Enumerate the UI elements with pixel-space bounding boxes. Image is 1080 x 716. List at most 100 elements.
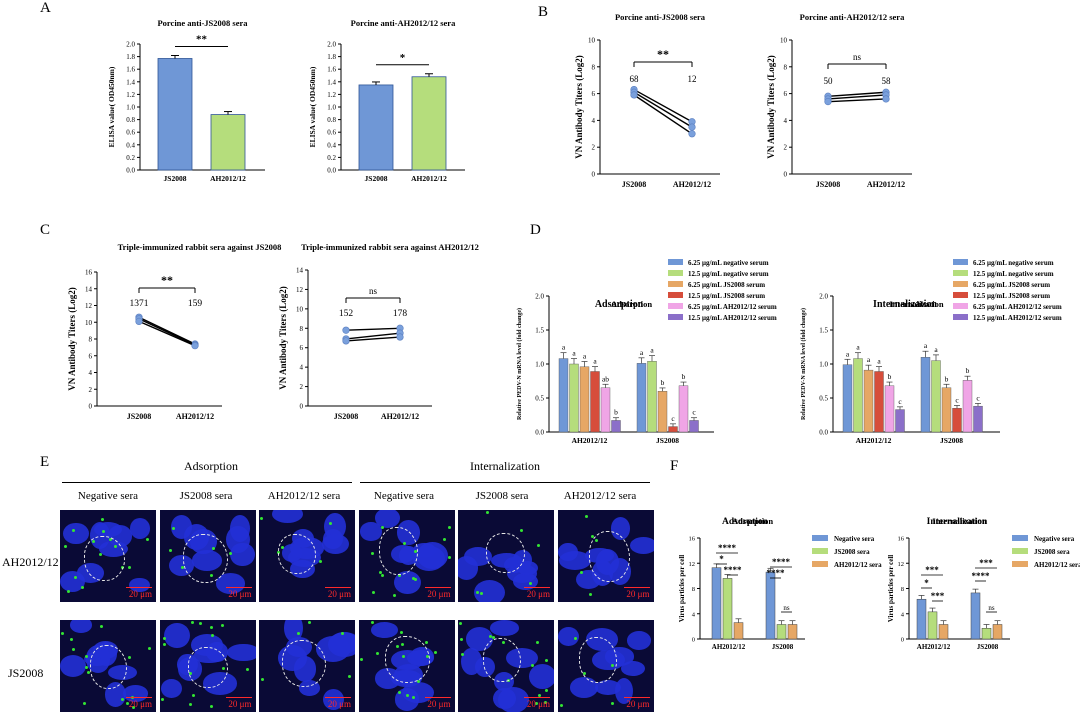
virus-particle	[458, 621, 462, 625]
y-axis-title: Virus particles per cell	[678, 555, 686, 623]
virus-particle	[81, 586, 85, 590]
letter-label: a	[856, 343, 860, 352]
microscopy-image: 20 μm	[557, 620, 654, 712]
virus-particle	[169, 549, 173, 553]
legend-label: 12.5 μg/mL AH2012/12 serum	[688, 314, 777, 322]
scale-bar	[424, 696, 451, 698]
letter-label: a	[877, 357, 881, 366]
nucleus-stain	[360, 522, 382, 541]
nucleus-stain	[594, 679, 622, 696]
x-tick-label: JS2008	[622, 180, 646, 189]
legend-swatch	[668, 270, 683, 276]
legend-label: 6.25 μg/mL AH2012/12 serum	[973, 303, 1062, 311]
legend-label: 6.25 μg/mL JS2008 serum	[973, 281, 1050, 289]
y-tick-label: 14	[85, 285, 93, 293]
cell-outline	[483, 638, 521, 683]
virus-particle	[580, 571, 584, 575]
virus-particle	[425, 641, 429, 645]
nucleus-stain	[130, 518, 151, 539]
letter-label: a	[572, 349, 576, 358]
y-tick-label: 1.8	[327, 53, 336, 61]
y-axis-title: VN Antibody Titers (Log2)	[278, 286, 288, 389]
legend-swatch	[953, 270, 968, 276]
bar	[558, 358, 569, 433]
legend-swatch	[953, 314, 968, 320]
y-tick-label: 2.0	[535, 293, 544, 301]
legend-swatch	[1012, 561, 1028, 567]
scale-bar-label: 20 μm	[327, 699, 351, 709]
chart-title: Internalization	[889, 299, 944, 309]
scale-bar-label: 20 μm	[128, 589, 152, 599]
nucleus-stain	[164, 622, 190, 649]
virus-particle	[545, 688, 549, 692]
bar	[895, 409, 905, 433]
nucleus-stain	[322, 689, 345, 711]
titer-label: 178	[393, 309, 408, 319]
virus-particle	[573, 636, 577, 640]
virus-particle	[221, 623, 225, 627]
x-tick-label: AH2012/12	[381, 412, 419, 421]
legend-label: 12.5 μg/mL negative serum	[688, 270, 769, 278]
series-line	[138, 318, 196, 346]
letter-label: a	[650, 346, 654, 355]
x-tick-label: AH2012/12	[572, 436, 608, 445]
microscopy-image: 20 μm	[60, 510, 156, 602]
bar	[962, 380, 973, 433]
microscopy-grid: 20 μm 20 μm 20 μm 20 μm 20 μm 20 μm 20 μm 20 μm…	[60, 510, 656, 712]
series-line	[827, 98, 887, 103]
virus-particle	[192, 694, 196, 698]
y-tick-label: 14	[296, 267, 304, 275]
y-tick-label: 1.8	[126, 53, 135, 61]
bar	[927, 611, 938, 640]
series-line	[827, 91, 887, 97]
scale-bar-label: 20 μm	[427, 699, 451, 709]
nucleus-stain	[461, 648, 482, 675]
bar	[952, 408, 962, 433]
virus-particle	[447, 556, 451, 560]
x-tick-label: JS2008	[656, 436, 679, 445]
titer-label: 12	[688, 74, 697, 84]
virus-particle	[87, 670, 91, 674]
y-tick-label: 10	[780, 37, 788, 45]
nucleus-stain	[629, 537, 654, 555]
virus-particle	[398, 573, 402, 577]
virus-particle	[121, 697, 125, 701]
letter-label: a	[934, 345, 938, 354]
significance-label: ****	[772, 557, 791, 567]
microscopy-column-label: AH2012/12 sera	[267, 490, 341, 502]
virus-particle	[447, 525, 451, 529]
legend-swatch	[953, 281, 968, 287]
scale-bar	[623, 586, 650, 588]
virus-particle	[70, 638, 74, 642]
letter-label: b	[614, 408, 618, 417]
virus-particle	[319, 560, 323, 564]
chart-title: Triple-immunized rabbit sera against AH2…	[301, 242, 479, 252]
virus-particle	[411, 695, 415, 699]
bar	[636, 363, 647, 433]
y-tick-label: 10	[588, 37, 596, 45]
scale-bar-label: 20 μm	[526, 589, 550, 599]
microscopy-image: 20 μm	[358, 510, 455, 602]
virus-particle	[406, 694, 410, 698]
bar	[358, 84, 394, 171]
y-tick-label: 8	[784, 63, 788, 71]
x-tick-label: AH2012/12	[673, 180, 711, 189]
panel-letter-c: C	[40, 222, 51, 238]
data-point	[191, 342, 199, 350]
virus-particle	[397, 690, 401, 694]
microscopy-image: 20 μm	[159, 620, 256, 712]
legend-swatch	[812, 548, 828, 554]
y-tick-label: 1.0	[126, 104, 135, 112]
series-line	[345, 327, 401, 331]
chart-title: Adsorption	[722, 517, 769, 527]
nucleus-stain	[324, 512, 346, 540]
legend-label: 6.25 μg/mL negative serum	[973, 259, 1054, 267]
nucleus-stain	[226, 643, 256, 662]
y-axis-title: ELISA value( OD450nm)	[308, 66, 317, 147]
y-tick-label: 1.0	[535, 361, 544, 369]
nucleus-stain	[375, 510, 401, 528]
y-tick-label: 1.4	[126, 78, 135, 86]
microscopy-column-label: Negative sera	[373, 490, 435, 502]
virus-particle	[71, 648, 75, 652]
virus-particle	[162, 642, 166, 646]
